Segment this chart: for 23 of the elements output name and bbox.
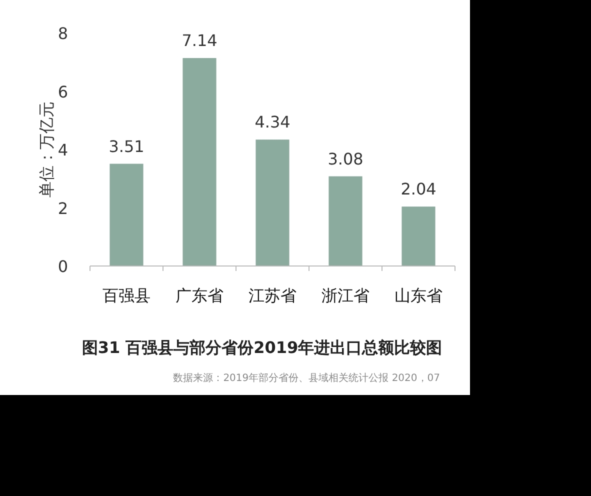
bar	[182, 58, 216, 266]
y-axis-title: 单位：万亿元	[37, 102, 56, 198]
x-tick-label: 山东省	[394, 286, 442, 305]
x-tick-label: 广东省	[176, 286, 224, 305]
y-tick-label: 2	[58, 198, 68, 218]
y-tick-label: 6	[58, 82, 68, 102]
bar	[256, 140, 290, 266]
x-tick-label: 浙江省	[322, 286, 370, 305]
x-tick-label: 江苏省	[248, 286, 296, 305]
data-label: 4.34	[254, 112, 290, 132]
source-note: 数据来源：2019年部分省份、县域相关统计公报 2020，07	[173, 372, 440, 384]
y-tick-label: 0	[58, 257, 68, 276]
bar	[328, 176, 362, 266]
text: 图31 百强县与部分省份2019年进出口总额比较图	[82, 338, 442, 357]
x-tick-label: 百强县	[102, 286, 150, 305]
bar	[110, 164, 144, 266]
data-label: 2.04	[400, 180, 436, 199]
bar	[402, 206, 436, 266]
data-label: 3.08	[328, 149, 364, 168]
y-tick-label: 8	[58, 24, 68, 43]
data-label: 7.14	[182, 31, 218, 50]
y-tick-label: 4	[58, 140, 68, 160]
data-label: 3.51	[108, 136, 144, 156]
